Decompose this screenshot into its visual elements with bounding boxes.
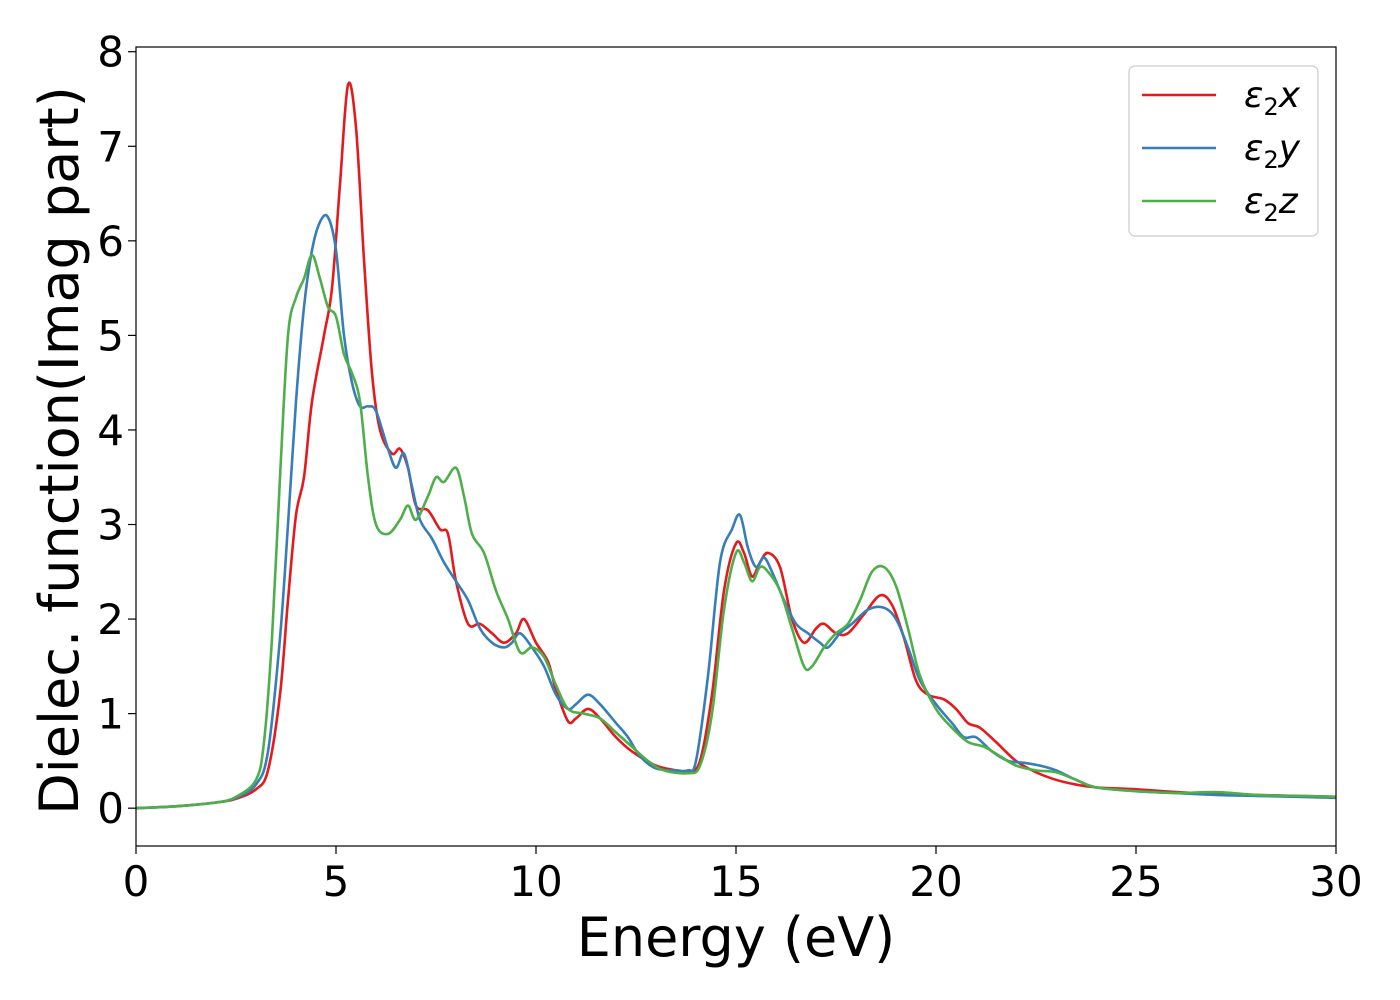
x-axis: 0 5 10 15 20 25 30 xyxy=(123,846,1363,906)
series-line-y xyxy=(136,213,1336,810)
legend: ε2x ε2y ε2z xyxy=(1128,65,1319,237)
x-tick-label: 5 xyxy=(323,857,350,906)
y-tick-label: 6 xyxy=(97,217,124,266)
y-tick-label: 8 xyxy=(97,28,124,77)
x-tick-label: 20 xyxy=(909,857,962,906)
series-line-z xyxy=(136,253,1336,810)
y-tick-label: 2 xyxy=(97,595,124,644)
x-tick-label: 10 xyxy=(509,857,562,906)
y-axis-label: Dielec. function(Imag part) xyxy=(28,86,91,815)
series-line-x xyxy=(136,81,1336,810)
legend-box xyxy=(1128,65,1319,237)
legend-label: ε2y xyxy=(1244,128,1301,174)
legend-label: ε2z xyxy=(1244,181,1299,227)
y-tick-label: 5 xyxy=(97,311,124,360)
x-axis-label: Energy (eV) xyxy=(577,906,896,969)
y-tick-label: 1 xyxy=(97,690,124,739)
y-axis: 0 1 2 3 4 5 6 7 8 xyxy=(97,28,136,833)
x-tick-label: 30 xyxy=(1309,857,1362,906)
y-tick-label: 7 xyxy=(97,122,124,171)
y-tick-label: 3 xyxy=(97,501,124,550)
legend-label: ε2x xyxy=(1244,75,1301,121)
x-tick-label: 25 xyxy=(1109,857,1162,906)
x-tick-label: 0 xyxy=(123,857,150,906)
x-tick-label: 15 xyxy=(709,857,762,906)
y-tick-label: 4 xyxy=(97,406,124,455)
y-tick-label: 0 xyxy=(97,784,124,833)
series-layer xyxy=(136,81,1336,810)
